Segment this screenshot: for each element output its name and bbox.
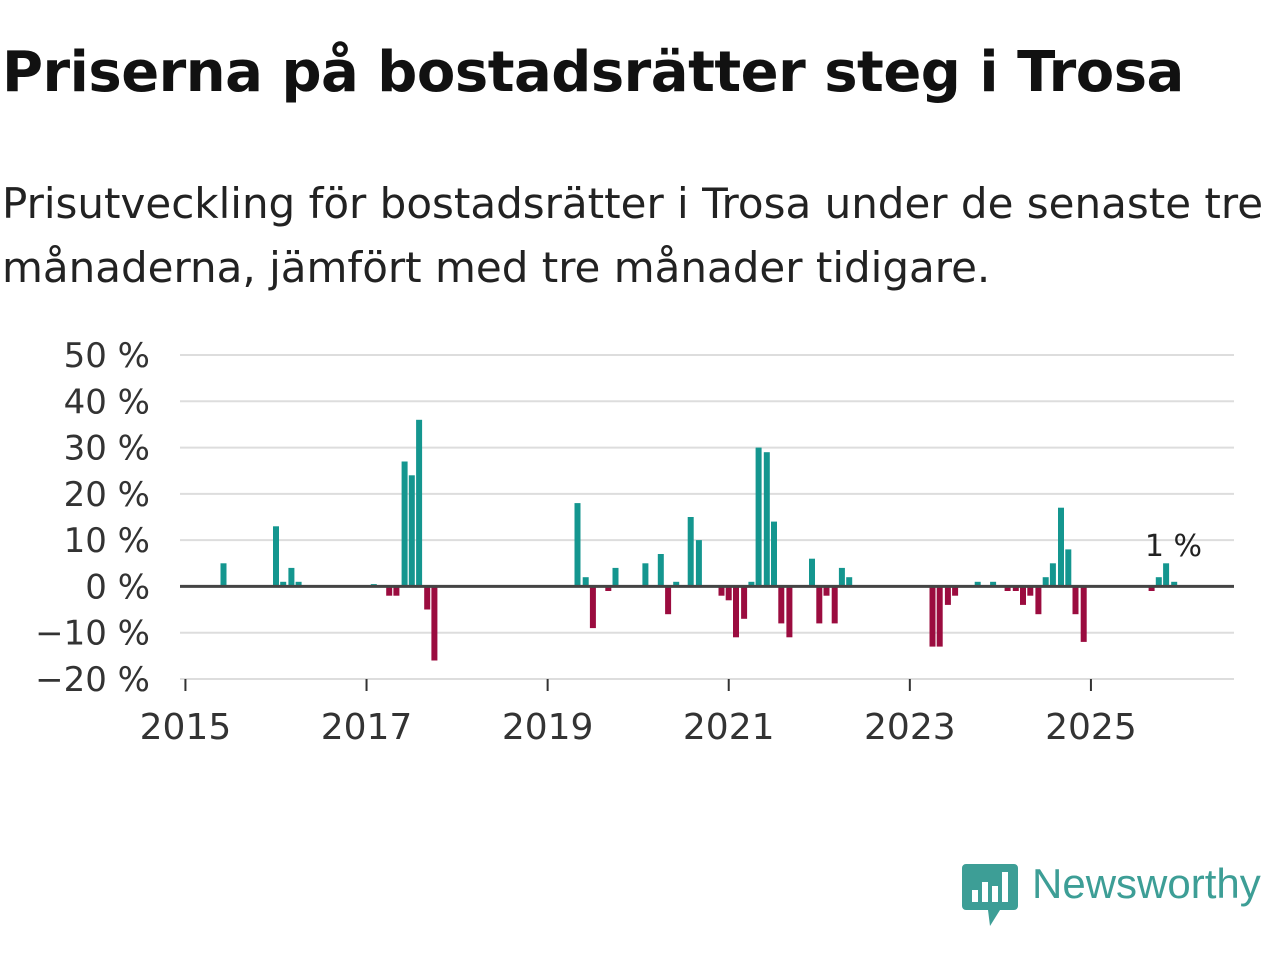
bar bbox=[755, 447, 762, 587]
bar bbox=[408, 475, 415, 587]
bar bbox=[687, 517, 694, 587]
bar bbox=[725, 586, 732, 601]
bar bbox=[1072, 586, 1079, 615]
bar bbox=[1155, 577, 1162, 587]
bar bbox=[657, 554, 664, 587]
last-value-annotation: 1 % bbox=[1145, 529, 1202, 564]
bar bbox=[1049, 563, 1056, 587]
bar bbox=[778, 586, 785, 624]
bar bbox=[952, 586, 959, 596]
y-tick-label: 0 % bbox=[85, 567, 150, 607]
bar bbox=[786, 586, 793, 638]
bar bbox=[386, 586, 393, 596]
bar bbox=[431, 586, 438, 661]
bar bbox=[1012, 586, 1019, 591]
bar bbox=[695, 540, 702, 587]
bar bbox=[605, 586, 612, 591]
bar bbox=[1004, 586, 1011, 591]
bar bbox=[424, 586, 431, 610]
gridlines bbox=[180, 354, 1234, 680]
bar bbox=[1065, 549, 1072, 587]
bar bbox=[763, 452, 770, 587]
bar bbox=[831, 586, 838, 624]
bar bbox=[929, 586, 936, 647]
x-tick-label: 2021 bbox=[683, 707, 775, 748]
x-tick-label: 2025 bbox=[1045, 707, 1137, 748]
bar bbox=[1080, 586, 1087, 642]
bar bbox=[612, 567, 619, 587]
y-tick-label: 20 % bbox=[64, 475, 150, 515]
bar bbox=[416, 419, 423, 587]
bar bbox=[1148, 586, 1155, 591]
bar bbox=[846, 577, 853, 587]
bar bbox=[748, 581, 755, 587]
bar bbox=[771, 521, 777, 587]
bar bbox=[990, 581, 997, 587]
bar bbox=[733, 586, 739, 638]
bar bbox=[574, 503, 581, 587]
y-tick-label: 40 % bbox=[64, 382, 150, 422]
bar bbox=[665, 586, 672, 615]
bar bbox=[823, 586, 830, 596]
chart-subtitle: Prisutveckling för bostadsrätter i Trosa… bbox=[2, 179, 1264, 292]
bar bbox=[642, 563, 649, 587]
bar bbox=[280, 581, 287, 587]
bar bbox=[288, 567, 295, 587]
newsworthy-logo-icon bbox=[962, 864, 1018, 926]
x-tick-label: 2015 bbox=[140, 707, 232, 748]
bar bbox=[1163, 563, 1170, 587]
bar bbox=[220, 563, 227, 587]
chart-bars bbox=[220, 419, 1178, 661]
bar bbox=[944, 586, 951, 605]
x-axis: 2015 2017 2019 2021 2023 2025 bbox=[140, 678, 1234, 748]
bar bbox=[838, 567, 845, 587]
bar bbox=[295, 581, 302, 587]
bar bbox=[1027, 586, 1034, 596]
bar bbox=[718, 586, 725, 596]
x-tick-label: 2023 bbox=[864, 707, 956, 748]
bar bbox=[1035, 586, 1042, 615]
y-tick-label: −10 % bbox=[35, 614, 150, 654]
bar bbox=[809, 558, 815, 587]
bar bbox=[1058, 507, 1064, 587]
bar bbox=[273, 526, 279, 587]
bar bbox=[401, 461, 408, 587]
bar bbox=[1020, 586, 1026, 605]
y-tick-label: 10 % bbox=[64, 521, 150, 561]
chart-title: Priserna på bostadsrätter steg i Trosa bbox=[2, 40, 1184, 105]
y-tick-label: 50 % bbox=[64, 336, 150, 376]
bar bbox=[816, 586, 823, 624]
bar bbox=[741, 586, 748, 619]
y-tick-label: 30 % bbox=[64, 429, 150, 469]
bar bbox=[1171, 581, 1178, 587]
y-tick-label: −20 % bbox=[35, 660, 150, 700]
bar bbox=[582, 577, 589, 587]
bar bbox=[1042, 577, 1049, 587]
y-axis-tick-labels: −20 % −10 % 0 % 10 % 20 % 30 % 40 % 50 % bbox=[35, 336, 150, 700]
x-tick-label: 2019 bbox=[502, 707, 594, 748]
bar bbox=[393, 586, 400, 596]
bar bbox=[936, 586, 943, 647]
bar bbox=[589, 586, 596, 629]
brand-name: Newsworthy bbox=[1032, 860, 1261, 907]
bar bbox=[974, 581, 981, 587]
bar bbox=[673, 581, 680, 587]
x-tick-label: 2017 bbox=[321, 707, 413, 748]
